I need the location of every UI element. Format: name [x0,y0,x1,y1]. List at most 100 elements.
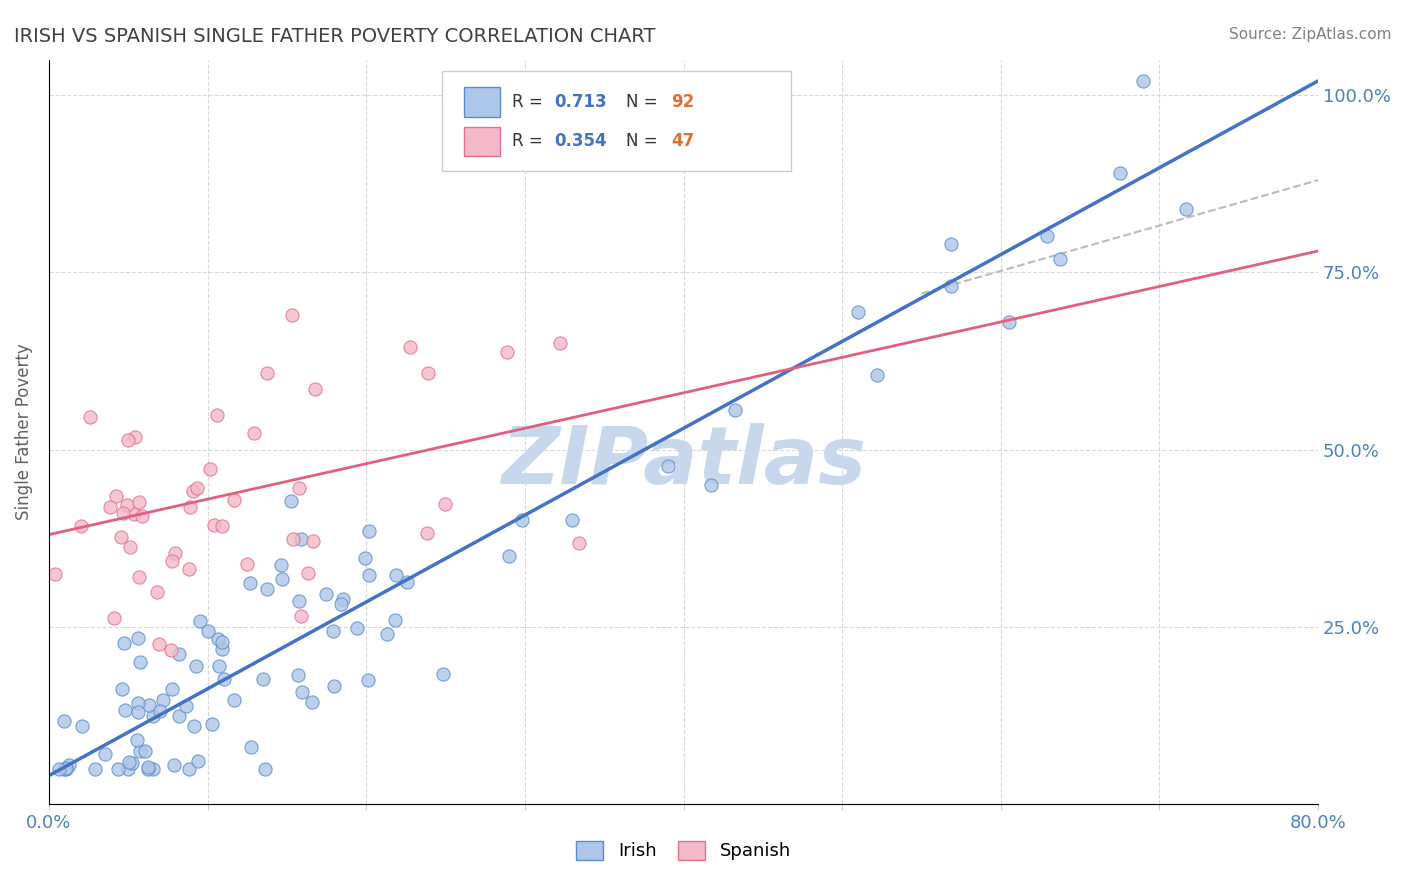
Point [939,236,962,251]
Point [44,566,66,581]
Point [1035,229,1057,244]
Point [270,558,292,573]
Point [114,703,136,717]
Point [384,613,406,627]
Point [207,408,229,422]
Point [432,666,454,681]
Point [121,756,143,770]
Point [111,506,134,520]
Point [211,519,233,533]
Point [297,566,319,580]
Point [103,611,125,625]
Point [197,624,219,638]
Point [136,760,159,774]
Text: R =: R = [512,93,548,111]
Point [239,576,262,591]
Point [138,698,160,713]
Point [201,717,224,731]
Text: 47: 47 [671,133,695,151]
Point [243,425,266,440]
Point [256,582,278,597]
Point [1049,252,1071,266]
Point [128,744,150,758]
Point [322,624,344,639]
Point [117,762,139,776]
Point [131,509,153,524]
Point [146,585,169,599]
Point [202,518,225,533]
Point [288,481,311,495]
FancyBboxPatch shape [464,127,499,156]
Point [124,429,146,443]
Point [98,500,121,515]
Point [118,540,141,554]
Point [375,626,398,640]
Point [187,754,209,768]
Point [211,635,233,649]
Point [253,762,276,776]
Point [222,492,245,507]
Point [222,693,245,707]
Point [416,526,439,541]
Point [239,739,262,754]
Text: 0.354: 0.354 [554,133,607,151]
FancyBboxPatch shape [443,70,792,171]
Point [657,458,679,473]
Point [52,762,75,776]
Point [271,572,294,586]
Point [179,500,201,514]
FancyBboxPatch shape [464,87,499,117]
Point [288,594,311,608]
Point [127,632,149,646]
Point [134,744,156,758]
Point [160,643,183,657]
Point [568,536,591,550]
Point [142,708,165,723]
Point [332,592,354,607]
Point [117,433,139,447]
Point [208,659,231,673]
Point [124,507,146,521]
Point [699,478,721,492]
Point [69,519,91,533]
Text: R =: R = [512,133,548,151]
Point [304,382,326,396]
Point [148,637,170,651]
Point [998,315,1021,329]
Point [848,304,870,318]
Point [183,719,205,733]
Point [165,546,187,560]
Point [496,345,519,359]
Point [128,570,150,584]
Point [416,366,439,380]
Point [396,575,419,590]
Point [186,481,208,495]
Point [384,567,406,582]
Text: N =: N = [627,133,664,151]
Point [110,530,132,544]
Point [55,761,77,775]
Point [128,495,150,509]
Point [548,336,571,351]
Point [939,279,962,293]
Point [290,609,312,624]
Point [1175,202,1198,216]
Point [127,733,149,747]
Point [301,695,323,709]
Point [174,698,197,713]
Point [152,693,174,707]
Point [181,484,204,499]
Text: ZIPatlas: ZIPatlas [501,423,866,500]
Point [207,632,229,647]
Point [136,762,159,776]
Point [79,410,101,425]
Point [323,679,346,693]
Point [129,655,152,669]
Point [510,513,533,527]
Point [359,568,381,582]
Point [330,597,353,611]
Point [48,762,70,776]
Point [280,494,302,508]
Text: 0.713: 0.713 [554,93,607,111]
Point [58,758,80,772]
